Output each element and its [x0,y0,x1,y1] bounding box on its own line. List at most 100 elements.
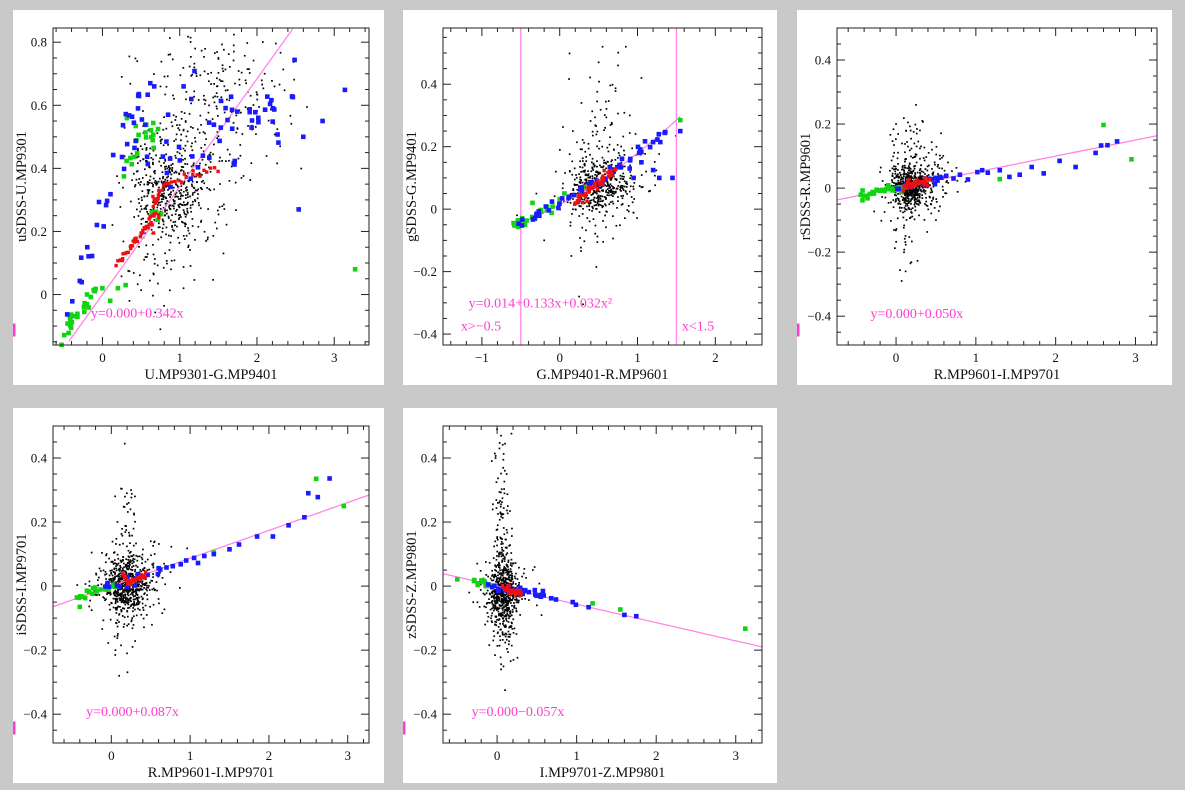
x-tick-label: 2 [1052,350,1059,365]
y-tick-label: 0 [825,181,832,196]
series-field-stars [111,33,308,331]
x-tick-label: 2 [653,748,660,763]
series-red-sequence [901,176,932,193]
plot-svg-z-transform: 0 1 2 3 −0.4 −0.2 0 0.2 0.4 I.MP9701-Z.MP9801 zSDS… [403,425,763,781]
y-tick-label: 0.2 [31,515,47,530]
x-axis-label: U.MP9301-G.MP9401 [145,367,278,383]
axes-frame [442,425,763,744]
edge-mark [403,721,406,735]
series-red-sequence [114,166,220,268]
y-axis-label: gSDSS-G.MP9401 [404,131,420,242]
scatter-panel-g-transform: −1 0 1 2 −0.4 −0.2 0 0.2 0.4 G.MP9401-R.MP9601 gSD… [403,10,777,385]
fit-equation-label: y=0.000+0.050x [871,307,964,322]
y-tick-label: 0.4 [31,161,48,176]
x-axis-label: G.MP9401-R.MP9601 [536,367,668,383]
edge-mark [797,323,800,337]
scatter-panel-u-transform: 0 1 2 3 0 0.2 0.4 0.6 0.8 U.MP9301-G.MP9401 uSDSS-… [13,10,384,385]
y-axis-label: iSDSS-I.MP9701 [14,534,30,636]
axes-frame [442,27,763,346]
plot-svg-r-transform: 0 1 2 3 −0.4 −0.2 0 0.2 0.4 R.MP9601-I.MP9701 rSDS… [797,27,1158,383]
fit-equation-label: y=0.014+0.133x+0.032x² [469,297,612,312]
axis-ticks [443,28,763,345]
scatter-panel-r-transform: 0 1 2 3 −0.4 −0.2 0 0.2 0.4 R.MP9601-I.MP9701 rSDS… [797,10,1172,385]
y-axis-label: uSDSS-U.MP9301 [14,131,30,242]
fit-equation-label: x>−0.5 [461,319,501,334]
x-tick-label: 1 [187,748,194,763]
y-tick-label: −0.2 [23,643,47,658]
fit-equation-label: x<1.5 [682,319,714,334]
y-tick-label: 0 [431,202,438,217]
y-tick-label: −0.2 [413,264,437,279]
series-red-sequence [573,167,618,206]
x-tick-label: 0 [108,748,115,763]
x-axis-label: R.MP9601-I.MP9701 [148,765,275,781]
y-tick-label: −0.2 [413,643,437,658]
y-tick-label: −0.4 [23,707,47,722]
fit-lines [68,28,294,342]
fit-equation-label: y=0.000+0.342x [91,307,184,322]
y-tick-label: 0.4 [421,77,438,92]
x-tick-label: 2 [712,350,719,365]
series-field-stars [516,45,677,306]
scatter-panel-i-transform: 0 1 2 3 −0.4 −0.2 0 0.2 0.4 R.MP9601-I.MP9701 iSDS… [13,408,384,783]
series-field-stars [468,428,543,691]
x-tick-label: 2 [254,350,260,365]
plot-svg-i-transform: 0 1 2 3 −0.4 −0.2 0 0.2 0.4 R.MP9601-I.MP9701 iSDS… [13,425,370,781]
scatter-panel-z-transform: 0 1 2 3 −0.4 −0.2 0 0.2 0.4 I.MP9701-Z.MP9801 zSDS… [403,408,777,783]
y-tick-label: 0.2 [815,117,831,132]
x-tick-label: 1 [573,748,580,763]
series-red-sequence [500,583,523,597]
y-tick-label: −0.4 [413,327,437,342]
y-tick-label: −0.4 [807,309,831,324]
y-tick-label: 0 [431,579,438,594]
y-tick-label: 0.2 [31,224,47,239]
x-tick-label: 1 [634,350,641,365]
y-tick-label: 0.2 [421,515,437,530]
x-tick-label: 2 [266,748,273,763]
x-tick-label: 3 [1132,350,1139,365]
x-tick-label: 3 [344,748,351,763]
x-tick-label: 0 [556,350,563,365]
x-tick-label: 0 [893,350,900,365]
axis-ticks [837,27,1157,345]
series-red-sequence [121,570,148,587]
x-tick-label: 1 [176,350,183,365]
y-tick-label: 0.4 [31,451,48,466]
axis-ticks [53,28,369,345]
y-tick-label: −0.2 [807,245,831,260]
series-blue-standards [103,476,332,590]
x-tick-label: 3 [732,748,739,763]
axes-frame [836,27,1158,346]
fit-equation-label: y=0.000+0.087x [86,705,179,720]
x-axis-label: R.MP9601-I.MP9701 [934,367,1061,383]
x-tick-label: 1 [973,350,980,365]
y-tick-label: 0 [41,287,48,302]
axis-ticks [443,425,762,743]
y-tick-label: 0.2 [421,139,437,154]
x-tick-label: 3 [331,350,338,365]
fit-equation-label: y=0.000−0.057x [472,705,565,720]
y-tick-label: 0.8 [31,35,47,50]
y-tick-label: 0.4 [421,451,438,466]
x-tick-label: −1 [475,350,489,365]
series-blue-standards [894,139,1120,192]
plot-svg-u-transform: 0 1 2 3 0 0.2 0.4 0.6 0.8 U.MP9301-G.MP9401 uSDSS-… [13,27,370,383]
axes-frame [52,425,370,744]
axis-ticks [53,425,369,743]
plot-svg-g-transform: −1 0 1 2 −0.4 −0.2 0 0.2 0.4 G.MP9401-R.MP9601 gSD… [404,27,763,383]
edge-mark [13,323,16,337]
y-tick-label: 0 [41,579,48,594]
x-axis-label: I.MP9701-Z.MP9801 [540,765,666,781]
series-blue-standards [64,57,348,317]
y-tick-label: 0.4 [815,53,832,68]
y-axis-label: rSDSS-R.MP9601 [798,133,814,241]
x-tick-label: 0 [99,350,106,365]
y-tick-label: −0.4 [413,707,437,722]
y-tick-label: 0.6 [31,98,48,113]
fit-line [68,28,294,342]
y-axis-label: zSDSS-Z.MP9801 [404,530,420,638]
series-field-stars [76,442,188,677]
x-tick-label: 0 [494,748,501,763]
edge-mark [13,721,16,735]
